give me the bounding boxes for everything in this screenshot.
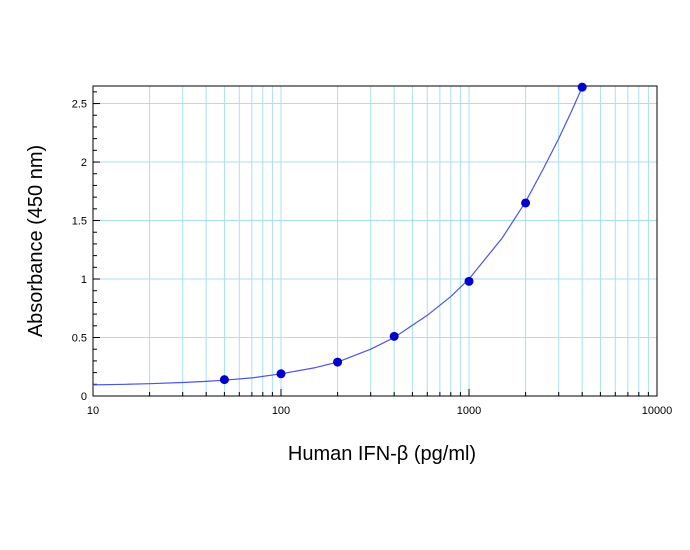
data-point: [219, 375, 229, 385]
x-axis-title: Human IFN-β (pg/ml): [288, 443, 476, 465]
y-tick-label: 2.5: [72, 99, 87, 111]
y-axis-title: Absorbance (450 nm): [25, 145, 47, 337]
data-point: [464, 276, 474, 286]
x-tick-label: 1000: [457, 405, 481, 417]
tick-labels: 10 100 1000 10000 0 0.5 1 1.5 2 2.5: [72, 99, 673, 417]
y-tick-label: 1: [81, 274, 87, 286]
y-tick-label: 2: [81, 157, 87, 169]
axis-ticks: [92, 91, 658, 397]
data-point: [333, 357, 343, 367]
data-point: [276, 369, 286, 379]
data-point: [577, 82, 587, 92]
grid-lines: [92, 86, 658, 396]
x-tick-label: 100: [272, 405, 290, 417]
x-tick-label: 10: [87, 405, 99, 417]
data-point: [521, 198, 531, 208]
y-tick-label: 1.5: [72, 216, 87, 228]
x-tick-label: 10000: [642, 405, 673, 417]
fit-curve-line: [92, 86, 583, 386]
data-points: [219, 82, 587, 385]
y-tick-label: 0: [81, 391, 87, 403]
plot-frame: [92, 85, 658, 397]
y-tick-label: 0.5: [72, 333, 87, 345]
data-point: [389, 331, 399, 341]
